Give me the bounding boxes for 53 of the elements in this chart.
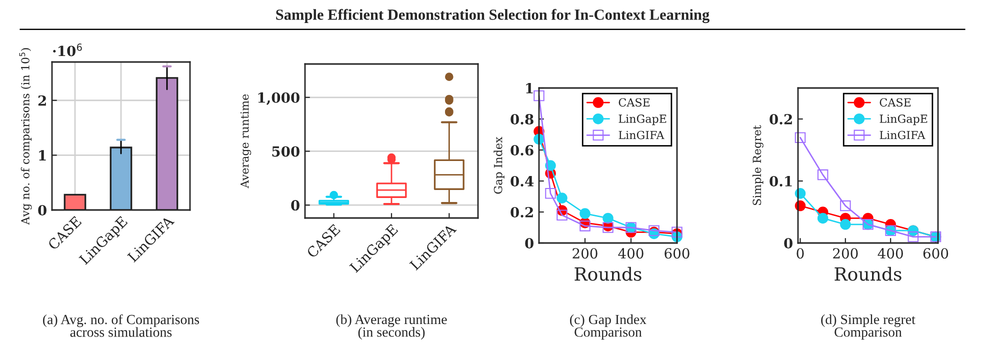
y-tick-label: 0.2 (770, 114, 792, 124)
y-tick-label: 1 (526, 82, 533, 94)
x-tick-label: 600 (923, 248, 948, 259)
y-tick-label: 0 (291, 200, 300, 211)
y-axis-title: Gap Index (494, 136, 504, 194)
point (817, 212, 828, 224)
y-tick-label: 1 (39, 150, 46, 160)
point (794, 132, 806, 143)
point (840, 200, 851, 212)
text: (d) Simple regret Comparison (821, 314, 916, 340)
text: (b) Average runtime (in seconds) (336, 314, 447, 340)
point (580, 220, 590, 232)
x-axis-title: Rounds (574, 266, 642, 281)
text: (c) Gap Index Comparison (570, 314, 646, 340)
point (545, 188, 556, 199)
point (602, 212, 614, 224)
legend-label: LinGIFA (880, 130, 926, 140)
x-tick-label: 400 (878, 248, 903, 259)
text: Sample Efficient Demonstration Selection for In-Context Learning (276, 8, 710, 24)
point (794, 188, 806, 199)
x-tick-label: 400 (618, 248, 644, 259)
x-tick-label: 200 (572, 248, 598, 259)
y-tick-label: 0.6 (510, 144, 534, 156)
y-tick-label: 1,000 (258, 92, 300, 105)
x-tick-label: 200 (833, 248, 858, 259)
point (908, 231, 919, 242)
y-axis-title: Simple Regret (752, 125, 764, 206)
point (794, 200, 806, 212)
y-tick-label: 0.2 (510, 206, 533, 218)
point (817, 169, 828, 180)
y-tick-label: 2 (38, 95, 46, 106)
y-tick-label: 500 (272, 146, 300, 157)
legend-label: CASE (880, 98, 911, 107)
x-axis-title: Rounds (834, 266, 902, 281)
legend-label: LinGapE (618, 114, 666, 126)
y-tick-label: 0 (38, 204, 46, 216)
y-axis-title: Average runtime (240, 94, 252, 188)
point (556, 192, 568, 204)
legend-label: CASE (618, 98, 650, 107)
y-tick-label: 0.1 (770, 176, 792, 186)
point (556, 210, 568, 220)
point (580, 208, 590, 219)
legend-label: LinGapE (880, 114, 928, 126)
y-tick-label: 0.8 (510, 114, 534, 124)
point (534, 90, 544, 102)
text: ·10$^{6}$ (53, 44, 82, 56)
point (840, 219, 851, 230)
legend-label: LinGIFA (618, 130, 664, 140)
y-axis-title: Avg no. of comparisons (in 10$^{5}$) (19, 48, 32, 225)
x-tick-label: 600 (664, 248, 690, 259)
text: (a) Avg. no. of Comparisons across simulations (43, 314, 200, 337)
x-tick-label: 0 (796, 248, 804, 259)
y-tick-label: 0.4 (510, 176, 534, 186)
